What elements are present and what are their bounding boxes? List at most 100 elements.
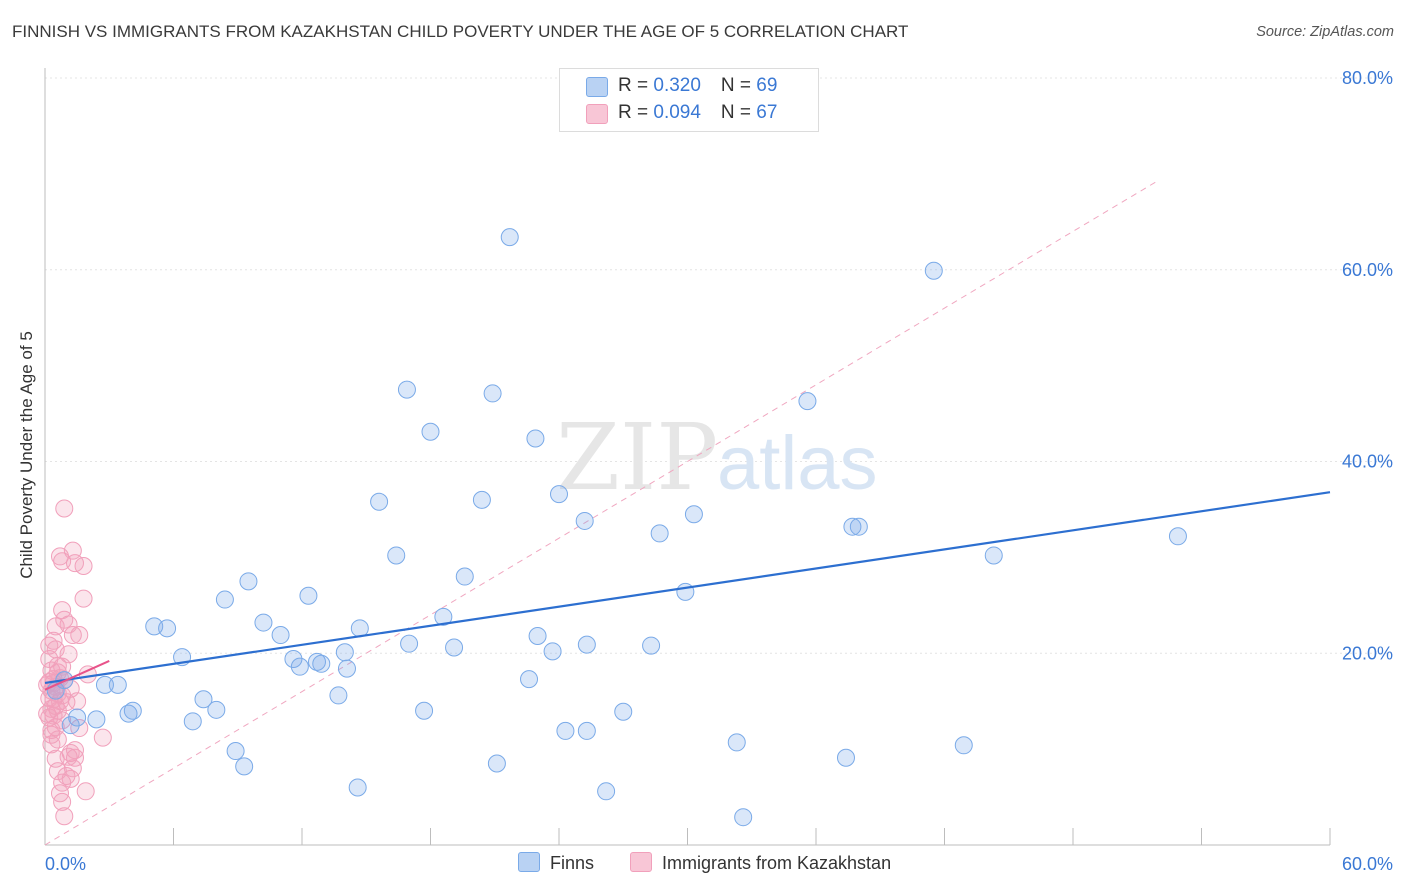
finns-swatch bbox=[586, 77, 608, 97]
finns-point bbox=[483, 384, 502, 403]
y-tick-label: 40.0% bbox=[1342, 452, 1393, 472]
kazakhstan-point bbox=[55, 499, 74, 518]
correlation-legend: R = 0.320 N = 69 R = 0.094 N = 67 bbox=[559, 68, 819, 132]
finns-point bbox=[348, 778, 367, 797]
finns-point bbox=[455, 567, 474, 586]
watermark-atlas: atlas bbox=[717, 421, 878, 506]
finns-point bbox=[312, 654, 331, 673]
kazakhstan-point bbox=[63, 626, 82, 645]
finns-point bbox=[650, 524, 669, 543]
finns-point bbox=[528, 626, 547, 645]
finns-point bbox=[434, 607, 453, 626]
finns-point bbox=[370, 492, 389, 511]
finns-point bbox=[254, 613, 273, 632]
legend-n-label: N = bbox=[720, 102, 757, 123]
kazakhstan-legend-swatch bbox=[630, 852, 652, 872]
finns-point bbox=[500, 228, 519, 247]
finns-point bbox=[95, 675, 114, 694]
finns-point bbox=[387, 546, 406, 565]
finns-point bbox=[954, 736, 973, 755]
legend-finns[interactable]: Finns bbox=[518, 852, 594, 876]
finns-point bbox=[727, 733, 746, 752]
finns-point bbox=[299, 586, 318, 605]
trend-lines bbox=[44, 491, 1331, 691]
kazakhstan-point bbox=[74, 589, 93, 608]
finns-point bbox=[575, 511, 594, 530]
finns-point bbox=[61, 716, 80, 735]
kazakhstan-point bbox=[74, 557, 93, 576]
finns-point bbox=[215, 590, 234, 609]
legend-r-value: 0.094 bbox=[653, 102, 701, 123]
watermark-zip: ZIP bbox=[556, 404, 718, 511]
kazakhstan-point bbox=[59, 615, 78, 634]
kazakhstan-point bbox=[42, 735, 61, 754]
gridlines bbox=[45, 77, 1394, 654]
finns-point bbox=[472, 490, 491, 509]
finns-point bbox=[226, 742, 245, 761]
y-tick-label: 80.0% bbox=[1342, 68, 1393, 88]
finns-point bbox=[836, 748, 855, 767]
finns-point bbox=[849, 517, 868, 536]
finns-legend-label: Finns bbox=[550, 853, 595, 873]
finns-point bbox=[87, 710, 106, 729]
finns-point bbox=[119, 704, 138, 723]
kazakhstan-points bbox=[38, 499, 112, 826]
finns-point bbox=[337, 659, 356, 678]
kazakhstan-point bbox=[42, 720, 61, 739]
finns-point bbox=[329, 686, 348, 705]
x-tick-label: 0.0% bbox=[45, 854, 86, 874]
finns-point bbox=[68, 708, 87, 727]
finns-legend-swatch bbox=[518, 852, 540, 872]
watermark: ZIP atlas bbox=[556, 404, 878, 511]
reference-line bbox=[44, 179, 1159, 846]
reference-line bbox=[44, 179, 1159, 846]
finns-point bbox=[290, 657, 309, 676]
finns-point bbox=[108, 675, 127, 694]
finns-point bbox=[526, 429, 545, 448]
finns-point bbox=[734, 808, 753, 827]
chart-title: FINNISH VS IMMIGRANTS FROM KAZAKHSTAN CH… bbox=[12, 22, 909, 41]
finns-point bbox=[421, 422, 440, 441]
y-tick-label: 20.0% bbox=[1342, 643, 1393, 663]
kazakhstan-point bbox=[55, 807, 74, 826]
finns-point bbox=[843, 517, 862, 536]
finns-point bbox=[271, 626, 290, 645]
kazakhstan-legend-label: Immigrants from Kazakhstan bbox=[662, 853, 892, 873]
kazakhstan-point bbox=[61, 769, 80, 788]
finns-point bbox=[543, 642, 562, 661]
kazakhstan-point bbox=[76, 782, 95, 801]
finns-point bbox=[239, 572, 258, 591]
finns-point bbox=[207, 700, 226, 719]
finns-points bbox=[46, 228, 1187, 827]
legend-r-value: 0.320 bbox=[653, 75, 701, 96]
finns-point bbox=[684, 505, 703, 524]
kazakhstan-point bbox=[70, 626, 89, 645]
legend-n-label: N = bbox=[720, 75, 757, 96]
finns-point bbox=[614, 702, 633, 721]
finns-point bbox=[597, 782, 616, 801]
legend-kazakhstan[interactable]: Immigrants from Kazakhstan bbox=[630, 852, 891, 876]
finns-trend-line bbox=[44, 491, 1331, 685]
finns-point bbox=[487, 754, 506, 773]
finns-point bbox=[158, 619, 177, 638]
kazakhstan-point bbox=[53, 792, 72, 811]
finns-point bbox=[415, 701, 434, 720]
finns-point bbox=[550, 485, 568, 504]
finns-point bbox=[284, 650, 303, 669]
finns-point bbox=[1168, 527, 1187, 546]
finns-point bbox=[556, 721, 575, 740]
finns-point bbox=[397, 380, 416, 399]
finns-point bbox=[577, 635, 596, 654]
finns-point bbox=[235, 757, 254, 776]
y-tick-label: 60.0% bbox=[1342, 260, 1393, 280]
finns-point bbox=[520, 670, 539, 689]
finns-point bbox=[445, 638, 464, 657]
finns-point bbox=[335, 643, 354, 662]
kazakhstan-swatch bbox=[586, 104, 608, 124]
legend-r-label: R = bbox=[618, 102, 654, 123]
finns-point bbox=[984, 546, 1003, 565]
kazakhstan-trend-line bbox=[44, 660, 110, 691]
legend-r-label: R = bbox=[618, 75, 654, 96]
x-tick-label: 60.0% bbox=[1342, 854, 1393, 874]
